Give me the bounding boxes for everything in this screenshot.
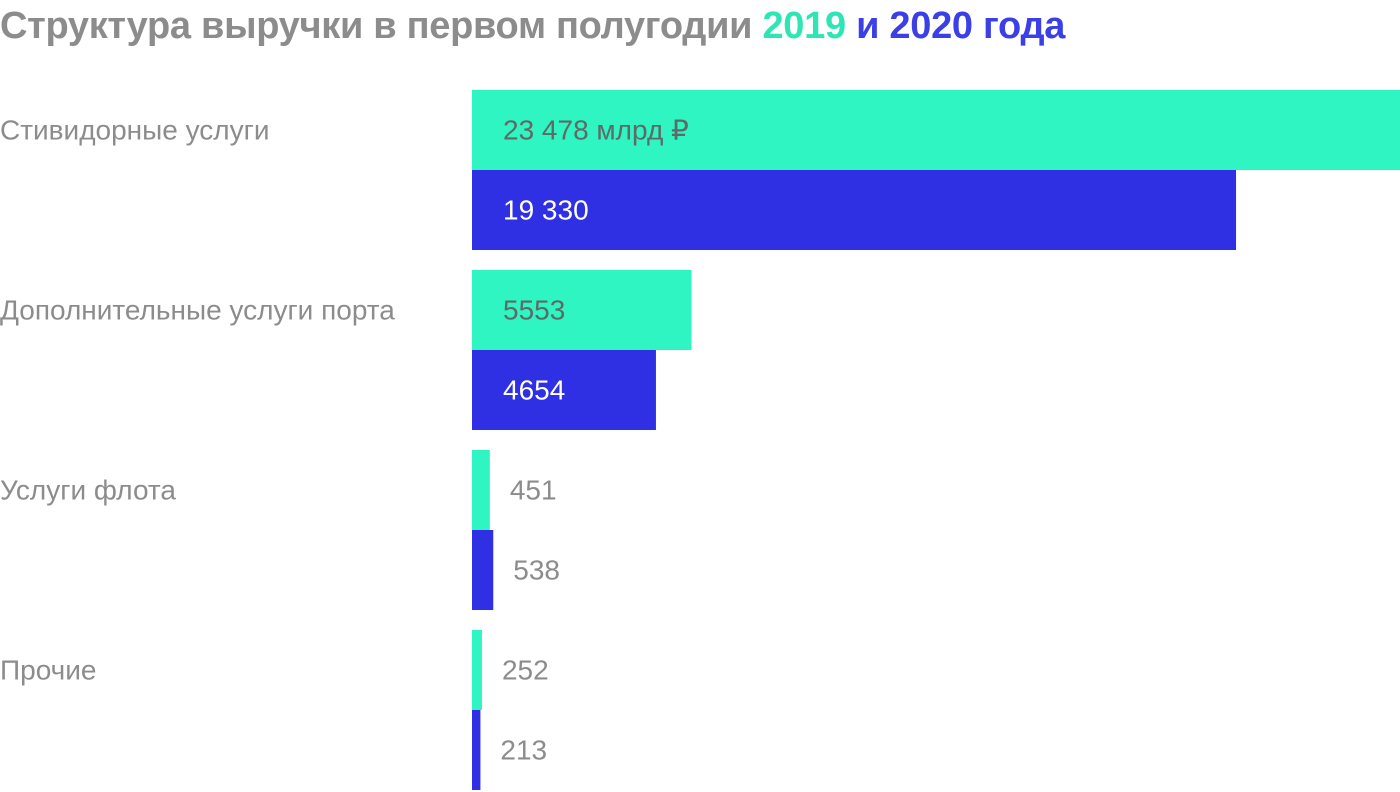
bar-2019 (472, 270, 692, 350)
category-label: Дополнительные услуги порта (0, 295, 395, 326)
data-label-2020: 213 (500, 735, 547, 766)
data-label-2019: 252 (502, 655, 549, 686)
bar-2020 (472, 170, 1237, 250)
title-joiner: и (856, 5, 880, 47)
bar-2020 (472, 530, 494, 610)
data-label-2019: 5553 (503, 295, 565, 326)
bar-2020 (472, 350, 656, 430)
data-label-2020: 4654 (503, 375, 565, 406)
title-year-2020: 2020 (889, 5, 973, 47)
chart-title: Структура выручки в первом полугодии 201… (0, 2, 1065, 50)
data-label-2019: 23 478 млрд ₽ (503, 115, 689, 146)
category-label: Стивидорные услуги (0, 115, 270, 146)
data-label-2020: 538 (513, 555, 560, 586)
title-year-2019: 2019 (762, 5, 846, 47)
category-label: Услуги флота (0, 475, 176, 506)
bar-2019 (472, 630, 482, 710)
data-label-2020: 19 330 (503, 195, 589, 226)
category-label: Прочие (0, 655, 96, 686)
bar-2020 (472, 710, 481, 790)
bar-2019 (472, 90, 1400, 170)
bar-2019 (472, 450, 490, 530)
title-prefix: Структура выручки в первом полугодии (0, 5, 753, 47)
data-label-2019: 451 (510, 475, 557, 506)
title-suffix: года (983, 5, 1066, 47)
